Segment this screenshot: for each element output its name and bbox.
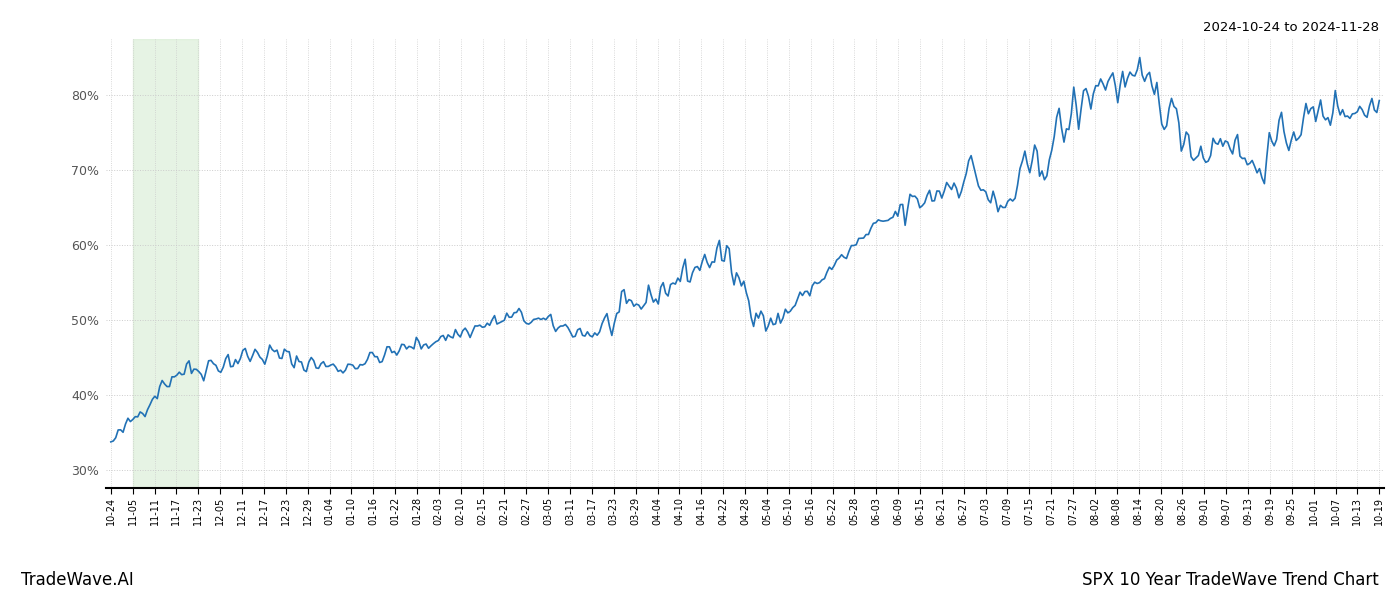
Bar bbox=[133, 39, 199, 488]
Text: 2024-10-24 to 2024-11-28: 2024-10-24 to 2024-11-28 bbox=[1203, 21, 1379, 34]
Text: SPX 10 Year TradeWave Trend Chart: SPX 10 Year TradeWave Trend Chart bbox=[1082, 571, 1379, 589]
Text: TradeWave.AI: TradeWave.AI bbox=[21, 571, 134, 589]
